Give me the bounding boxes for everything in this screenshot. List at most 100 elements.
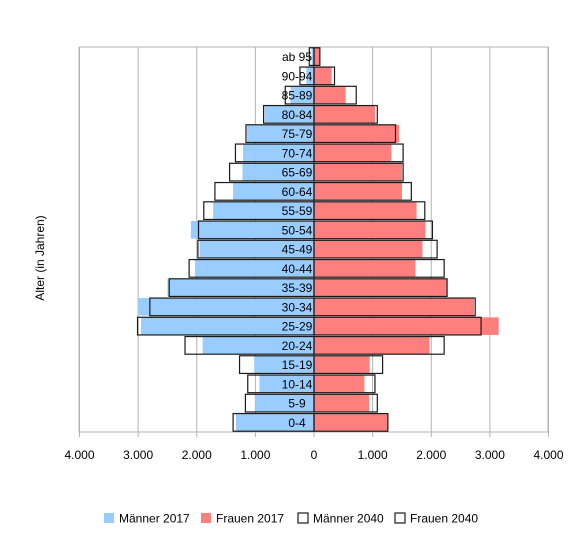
bar-frauen-2017-20-24	[314, 336, 430, 355]
bar-frauen-2040-45-49	[313, 239, 438, 259]
bar-frauen-2017-75-79	[314, 124, 400, 143]
legend-label: Frauen 2040	[410, 512, 478, 526]
bar-frauen-2017-50-54	[314, 221, 426, 239]
bar-männer-2017-45-49	[199, 240, 314, 258]
age-label: 5-9	[288, 397, 306, 411]
legend-swatch	[201, 513, 211, 523]
bar-frauen-2040-20-24	[313, 335, 445, 355]
bar-frauen-2040-0-4	[313, 412, 389, 432]
bar-frauen-2040-85-89	[313, 85, 357, 105]
legend-swatch	[394, 512, 406, 524]
bar-frauen-2017-10-14	[314, 375, 365, 393]
bar-frauen-2040-80-84	[313, 104, 378, 124]
bar-frauen-2017-ab 95	[314, 47, 320, 66]
age-label: 25-29	[282, 320, 313, 334]
bar-männer-2017-25-29	[141, 317, 314, 335]
bar-frauen-2017-85-89	[314, 86, 346, 104]
bar-männer-2017-35-39	[167, 278, 314, 297]
bar-frauen-2040-30-34	[313, 297, 476, 317]
age-label: 45-49	[282, 243, 313, 257]
bar-frauen-2040-65-69	[313, 162, 404, 182]
legend-swatch	[297, 512, 309, 524]
bar-männer-2017-55-59	[213, 201, 314, 220]
age-label: 70-74	[282, 146, 313, 160]
age-label: 80-84	[282, 108, 313, 122]
bar-männer-2017-70-74	[243, 144, 314, 162]
age-label: 55-59	[282, 204, 313, 218]
legend-label: Frauen 2017	[216, 512, 284, 526]
bar-frauen-2017-70-74	[314, 144, 392, 162]
age-label: 60-64	[282, 185, 313, 199]
bar-frauen-2040-50-54	[313, 220, 434, 240]
age-labels: 0-4 5-9 10-14 15-19 20-24 25-29 30-34 35-39 40-4…	[282, 50, 313, 430]
bar-frauen-2040-70-74	[313, 143, 404, 163]
bar-frauen-2017-80-84	[314, 105, 375, 124]
bar-frauen-2017-25-29	[314, 317, 499, 335]
bar-frauen-2040-15-19	[313, 355, 384, 375]
age-label: ab 95	[282, 50, 312, 64]
bar-frauen-2017-55-59	[314, 201, 417, 220]
legend-label: Männer 2017	[119, 512, 190, 526]
legend: Männer 2017 Frauen 2017 Männer 2040 Frauen …	[104, 512, 478, 526]
bar-frauen-2040-10-14	[313, 374, 376, 394]
bar-männer-2017-ab 95	[311, 47, 314, 66]
bar-männer-2017-40-44	[194, 259, 314, 278]
bar-frauen-2017-40-44	[314, 259, 416, 278]
age-label: 0-4	[288, 416, 306, 430]
bar-männer-2017-80-84	[264, 105, 314, 124]
bar-frauen-2017-90-94	[314, 67, 332, 85]
bar-männer-2017-20-24	[202, 336, 314, 355]
x-tick-label: 4.000	[533, 448, 563, 462]
bar-frauen-2017-60-64	[314, 182, 402, 201]
x-tick-label: 1.000	[358, 448, 388, 462]
age-label: 20-24	[282, 339, 313, 353]
bar-männer-2017-0-4	[236, 413, 314, 432]
bar-frauen-2040-55-59	[313, 201, 426, 221]
age-label: 65-69	[282, 166, 313, 180]
legend-swatch	[104, 513, 114, 523]
age-label: 30-34	[282, 300, 313, 314]
age-label: 75-79	[282, 127, 313, 141]
bar-männer-2017-50-54	[190, 221, 314, 239]
bar-männer-2017-65-69	[242, 163, 314, 181]
bars	[136, 47, 499, 432]
age-label: 35-39	[282, 281, 313, 295]
bar-männer-2017-10-14	[259, 375, 314, 393]
bar-männer-2017-90-94	[306, 67, 314, 85]
x-axis: 4.000 3.000 2.000 1.000 0 1.000 2.000 3.000 4.00…	[64, 448, 563, 462]
bar-frauen-2040-25-29	[313, 316, 482, 336]
age-label: 40-44	[282, 262, 313, 276]
bar-frauen-2017-35-39	[314, 278, 448, 297]
bar-frauen-2017-15-19	[314, 355, 370, 374]
x-tick-label: 3.000	[123, 448, 153, 462]
age-label: 50-54	[282, 223, 313, 237]
x-tick-label: 0	[311, 448, 318, 462]
age-label: 85-89	[282, 89, 313, 103]
bar-frauen-2040-75-79	[313, 124, 397, 144]
bar-männer-2017-5-9	[255, 394, 314, 412]
bar-frauen-2017-45-49	[314, 240, 423, 258]
legend-label: Männer 2040	[313, 512, 384, 526]
age-label: 15-19	[282, 358, 313, 372]
x-tick-label: 1.000	[240, 448, 270, 462]
bar-frauen-2040-60-64	[313, 181, 412, 201]
bar-frauen-2040-35-39	[313, 278, 448, 298]
x-tick-label: 2.000	[182, 448, 212, 462]
x-tick-label: 4.000	[64, 448, 94, 462]
bar-frauen-2017-0-4	[314, 413, 388, 432]
bar-frauen-2040-40-44	[313, 258, 445, 278]
age-label: 90-94	[282, 69, 313, 83]
bar-frauen-2017-30-34	[314, 298, 475, 316]
bar-frauen-2040-ab 95	[313, 47, 321, 67]
bar-frauen-2040-5-9	[313, 393, 378, 413]
x-tick-label: 2.000	[416, 448, 446, 462]
bar-männer-2017-30-34	[138, 298, 314, 316]
age-label: 10-14	[282, 377, 313, 391]
bar-männer-2017-75-79	[247, 124, 314, 143]
x-tick-label: 3.000	[475, 448, 505, 462]
bar-frauen-2017-65-69	[314, 163, 402, 181]
bar-frauen-2017-5-9	[314, 394, 370, 412]
bar-frauen-2040-90-94	[313, 66, 336, 86]
